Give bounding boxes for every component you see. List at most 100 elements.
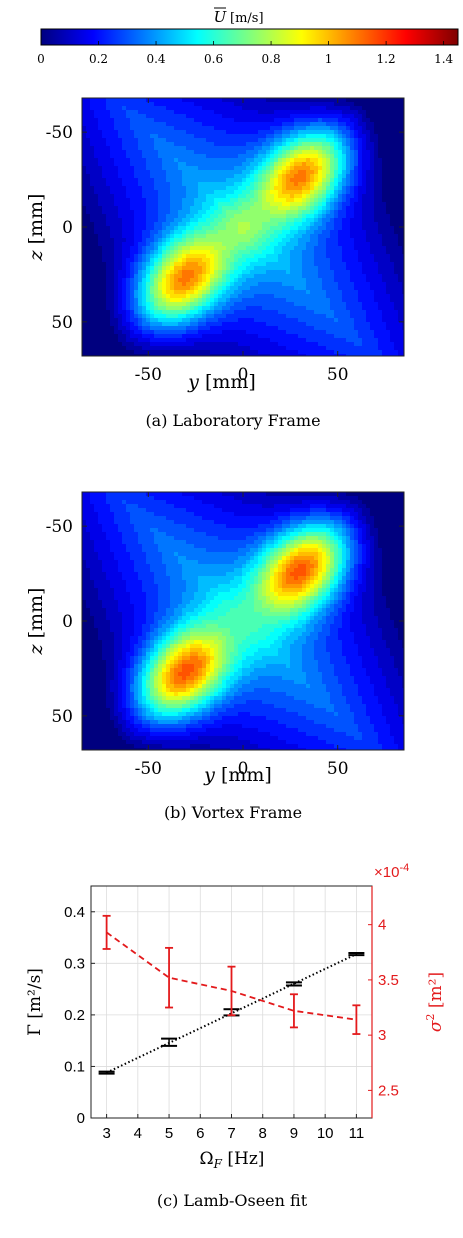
heatmap-cell <box>318 322 323 327</box>
heatmap-cell <box>394 274 399 279</box>
heatmap-cell <box>166 218 171 223</box>
heatmap-cell <box>394 170 399 175</box>
heatmap-cell <box>110 230 115 235</box>
heatmap-cell <box>242 274 247 279</box>
heatmap-cell <box>210 182 215 187</box>
heatmap-cell <box>170 306 175 311</box>
heatmap-cell <box>326 326 331 331</box>
heatmap-cell <box>278 198 283 203</box>
heatmap-cell <box>222 198 227 203</box>
heatmap-cell <box>266 274 271 279</box>
heatmap-cell <box>178 302 183 307</box>
heatmap-cell <box>346 158 351 163</box>
heatmap-cell <box>194 314 199 319</box>
heatmap-cell <box>318 102 323 107</box>
heatmap-cell <box>138 322 143 327</box>
heatmap-cell <box>382 222 387 227</box>
heatmap-cell <box>174 282 179 287</box>
heatmap-cell <box>150 162 155 167</box>
heatmap-cell <box>274 310 279 315</box>
heatmap-cell <box>98 286 103 291</box>
heatmap-cell <box>198 146 203 151</box>
heatmap-cell <box>142 326 147 331</box>
heatmap-cell <box>318 170 323 175</box>
heatmap-cell <box>146 106 151 111</box>
heatmap-cell <box>358 190 363 195</box>
heatmap-cell <box>278 142 283 147</box>
heatmap-cell <box>202 182 207 187</box>
heatmap-cell <box>290 178 295 183</box>
heatmap-cell <box>210 130 215 135</box>
heatmap-cell <box>230 202 235 207</box>
heatmap-cell <box>242 254 247 259</box>
heatmap-cell <box>222 202 227 207</box>
heatmap-cell <box>198 138 203 143</box>
heatmap-cell <box>330 282 335 287</box>
heatmap-cell <box>82 306 87 311</box>
heatmap-cell <box>330 174 335 179</box>
heatmap-cell <box>402 302 404 307</box>
heatmap-cell <box>146 330 151 335</box>
heatmap-cell <box>250 206 255 211</box>
heatmap-cell <box>94 146 99 151</box>
heatmap-cell <box>102 126 107 131</box>
heatmap-cell <box>390 202 395 207</box>
heatmap-cell <box>354 202 359 207</box>
heatmap-cell <box>182 118 187 123</box>
heatmap-cell <box>234 230 239 235</box>
heatmap-cell <box>226 306 231 311</box>
heatmap-cell <box>402 106 404 111</box>
heatmap-cell <box>366 282 371 287</box>
heatmap-cell <box>222 338 227 343</box>
heatmap-cell <box>370 126 375 131</box>
heatmap-cell <box>162 238 167 243</box>
heatmap-cell <box>326 102 331 107</box>
heatmap-cell <box>374 306 379 311</box>
heatmap-cell <box>342 106 347 111</box>
heatmap-cell <box>206 154 211 159</box>
heatmap-cell <box>214 142 219 147</box>
heatmap-cell <box>190 338 195 343</box>
heatmap-cell <box>226 250 231 255</box>
heatmap-cell <box>314 198 319 203</box>
heatmap-cell <box>366 254 371 259</box>
heatmap-cell <box>206 250 211 255</box>
heatmap-cell <box>154 162 159 167</box>
heatmap-cell <box>210 166 215 171</box>
heatmap-cell <box>294 306 299 311</box>
heatmap-cell <box>110 102 115 107</box>
heatmap-cell <box>270 194 275 199</box>
heatmap-cell <box>318 314 323 319</box>
heatmap-cell <box>294 194 299 199</box>
heatmap-cell <box>382 298 387 303</box>
heatmap-cell <box>318 270 323 275</box>
heatmap-cell <box>110 174 115 179</box>
heatmap-cell <box>402 310 404 315</box>
heatmap-cell <box>298 114 303 119</box>
heatmap-cell <box>350 202 355 207</box>
heatmap-cell <box>174 174 179 179</box>
heatmap-cell <box>370 102 375 107</box>
heatmap-cell <box>86 250 91 255</box>
heatmap-cell <box>206 270 211 275</box>
heatmap-cell <box>130 258 135 263</box>
heatmap-cell <box>102 290 107 295</box>
heatmap-cell <box>358 110 363 115</box>
heatmap-cell <box>214 282 219 287</box>
heatmap-cell <box>114 310 119 315</box>
heatmap-cell <box>302 142 307 147</box>
heatmap-cell <box>322 130 327 135</box>
heatmap-cell <box>386 158 391 163</box>
heatmap-cell <box>350 182 355 187</box>
heatmap-cell <box>210 274 215 279</box>
heatmap-cell <box>138 282 143 287</box>
heatmap-cell <box>322 290 327 295</box>
heatmap-cell <box>154 218 159 223</box>
heatmap-cell <box>258 250 263 255</box>
heatmap-cell <box>238 142 243 147</box>
heatmap-cell <box>314 226 319 231</box>
heatmap-cell <box>302 254 307 259</box>
heatmap-cell <box>178 158 183 163</box>
heatmap-cell <box>178 270 183 275</box>
heatmap-cell <box>334 214 339 219</box>
